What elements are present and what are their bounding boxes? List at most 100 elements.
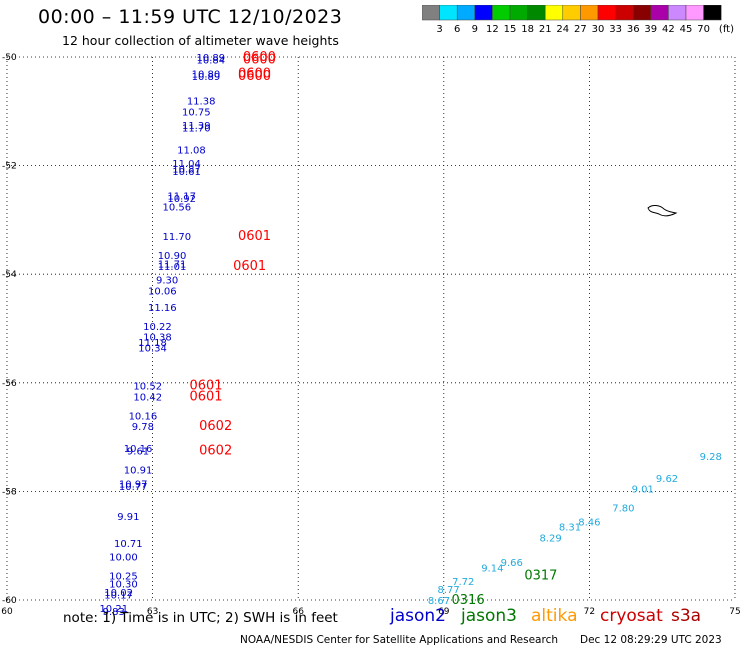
wave-height-label: 10.61 [172,167,201,178]
wave-height-label: 9.91 [117,512,139,523]
wave-height-label: 11.16 [148,303,177,314]
color-scale-unit: (ft) [719,24,734,35]
wave-height-label: 10.89 [192,72,221,83]
wave-height-label: 9.14 [481,563,503,574]
wave-height-label: 10.22 [143,322,172,333]
color-scale-label: 18 [521,24,534,35]
color-scale-label: 3 [436,24,442,35]
wave-height-label: 11.01 [158,262,187,273]
color-scale-label: 9 [472,24,478,35]
time-label: 0600 [238,69,271,84]
color-scale-label: 27 [574,24,587,35]
time-label: 0316 [452,593,485,608]
x-tick-label: 66 [292,607,304,617]
y-tick-label: -60 [2,596,17,606]
wave-height-label: 10.80 [192,69,221,80]
color-scale-label: 30 [592,24,605,35]
wave-height-label: 11.70 [182,124,211,135]
wave-height-label: 10.02 [104,588,133,599]
wave-height-label: 11.39 [182,121,211,132]
wave-height-label: 11.04 [172,159,201,170]
island-outline [647,205,678,217]
wave-height-label: 10.34 [138,344,167,355]
time-label: 0602 [199,444,232,459]
x-tick-label: 60 [1,607,13,617]
y-tick-label: -52 [2,162,17,172]
wave-height-label: 9.61 [127,447,149,458]
x-tick-label: 72 [584,607,595,617]
wave-height-label: 7.80 [612,504,634,515]
time-label: 0601 [189,379,222,394]
wave-height-label: 10.06 [148,286,177,297]
wave-height-label: 9.62 [656,474,678,485]
color-swatch [703,5,722,21]
color-scale-label: 45 [680,24,693,35]
time-label: 0601 [238,229,271,244]
color-scale-label: 15 [504,24,517,35]
time-label: 0317 [524,569,557,584]
wave-height-label: 11.70 [163,232,192,243]
wave-height-label: 11.17 [167,191,196,202]
wave-height-label: 10.21 [99,604,128,615]
legend-cryosat: cryosat [600,606,663,626]
wave-height-label: 10.52 [133,382,162,393]
wave-height-label: 10.89 [197,53,226,64]
wave-height-label: 10.71 [114,539,143,550]
wave-height-label: 11.71 [158,259,187,270]
wave-height-label: 10.25 [109,572,138,583]
wave-height-label: 10.87 [172,164,201,175]
wave-height-label: 10.16 [129,411,158,422]
wave-height-label: 9.66 [501,558,523,569]
wave-height-label: 8.77 [438,585,460,596]
wave-height-label: 10.16 [124,444,153,455]
color-scale-legend: 3 6 9 12 15 18 21 24 27 30 33 36 39 42 45 70 (ft) [422,5,734,35]
wave-height-label: 9.83 [103,607,125,618]
color-scale-label: 12 [486,24,499,35]
color-scale-label: 42 [662,24,675,35]
legend-altika: altika [531,606,578,626]
wave-height-label: 11.18 [138,338,167,349]
color-scale-label: 6 [454,24,460,35]
map-subtitle: 12 hour collection of altimeter wave hei… [62,33,339,48]
y-tick-label: -56 [2,379,17,389]
wave-height-label: 10.17 [104,591,133,602]
wave-height-label: 11.08 [177,145,206,156]
wave-height-label: 8.29 [539,534,561,545]
map-title: 00:00 – 11:59 UTC 12/10/2023 [38,6,343,28]
time-label: 0601 [233,259,266,274]
generated-timestamp: Dec 12 08:29:29 UTC 2023 [580,634,722,646]
time-label: 0602 [199,419,232,434]
footnote: note: 1) Time is in UTC; 2) SWH is in fe… [63,610,338,626]
time-label: 0600 [243,50,276,65]
y-tick-label: -50 [2,53,17,63]
wave-height-label: 9.78 [132,422,154,433]
wave-height-label: 10.84 [197,56,226,67]
wave-height-label: 10.38 [143,333,172,344]
legend-jason2: jason2 [390,606,446,626]
wave-height-label: 8.67 [428,596,450,607]
color-scale-label: 24 [556,24,569,35]
wave-height-label: 9.01 [632,485,654,496]
wave-height-label: 10.30 [109,580,138,591]
wave-height-label: 9.28 [700,452,722,463]
wave-height-label: 10.90 [158,251,187,262]
wave-height-label: 8.31 [559,523,581,534]
wave-height-label: 10.42 [133,392,162,403]
color-scale-label: 39 [644,24,657,35]
x-tick-label: 63 [147,607,158,617]
wave-height-label: 10.56 [163,202,192,213]
wave-height-label: 10.00 [109,553,138,564]
time-label: 0600 [243,53,276,68]
wave-height-label: 10.91 [124,466,153,477]
wave-height-label: 10.92 [167,194,196,205]
color-scale-label: 21 [539,24,552,35]
wave-height-label: 8.46 [578,517,600,528]
wave-height-label: 9.30 [156,276,178,287]
wave-height-label: 10.97 [119,479,148,490]
x-tick-label: 69 [438,607,450,617]
wave-height-label: 11.38 [187,96,216,107]
time-label: 0601 [189,389,222,404]
legend-s3a: s3a [671,606,702,626]
legend-jason3: jason3 [461,606,517,626]
